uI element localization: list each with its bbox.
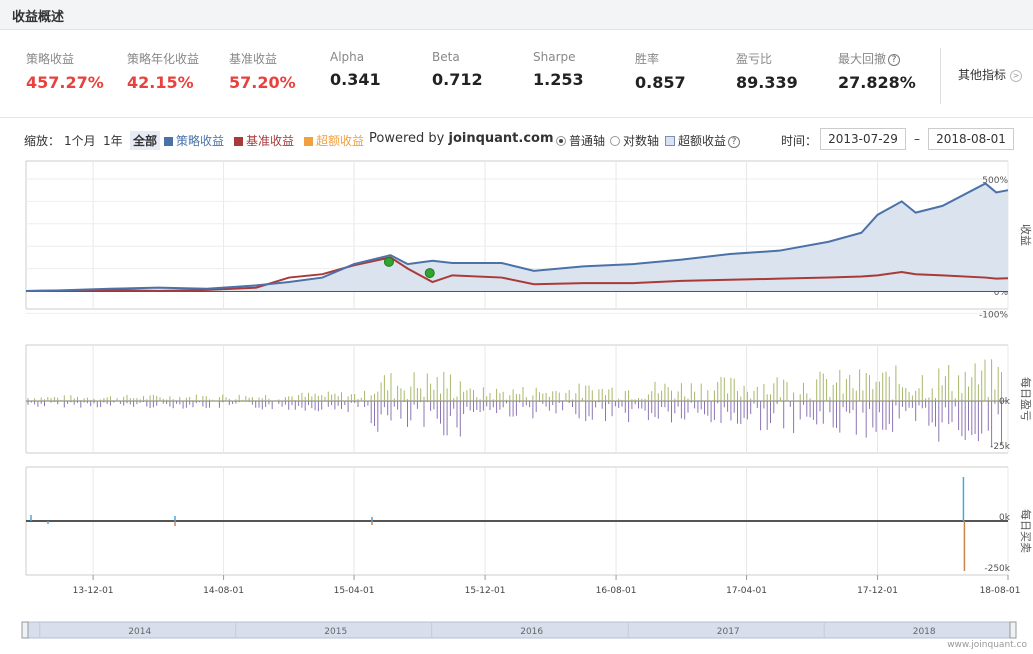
zoom-1y-button[interactable]: 1年 (103, 134, 123, 148)
xaxis-tick-label: 15-12-01 (465, 586, 506, 596)
stat-label: 胜率 (635, 52, 660, 66)
radio-selected-icon (556, 136, 566, 146)
axis-log-radio[interactable]: 对数轴 (610, 132, 659, 149)
xaxis-tick-label: 13-12-01 (73, 586, 114, 596)
excess-toggle-label: 超额收益 (678, 134, 727, 148)
xaxis-tick-label: 17-04-01 (726, 586, 767, 596)
returns-ytick-label: 500% (982, 176, 1008, 186)
xaxis-tick-label: 14-08-01 (203, 586, 244, 596)
stat-label: Beta (432, 50, 460, 64)
legend-excess[interactable]: 超额收益 (304, 132, 364, 149)
checkbox-icon (665, 136, 675, 146)
xaxis-tick-label: 18-08-01 (980, 586, 1021, 596)
navigator-right-handle (1009, 621, 1017, 639)
other-metrics-button[interactable]: 其他指标 > (958, 66, 1023, 83)
strategy-line (25, 182, 1009, 292)
other-metrics-label: 其他指标 (958, 68, 1007, 82)
radio-icon (610, 136, 620, 146)
stat-label: 最大回撤? (838, 50, 916, 67)
stat-value: 457.27% (26, 73, 104, 92)
trades-ytick-label: 0k (999, 513, 1011, 523)
trades-ytick-label: -250k (984, 564, 1010, 574)
legend-benchmark-label: 基准收益 (246, 134, 295, 148)
powered-by: Powered by joinquant.com (369, 131, 554, 146)
stat-label: Sharpe (533, 50, 576, 64)
trade-marker (383, 256, 394, 267)
help-icon: ? (728, 135, 741, 148)
returns-ylabel: 收益 (1019, 224, 1033, 246)
stat-4: Beta 0.712 (432, 50, 483, 89)
xaxis-tick-label: 15-04-01 (334, 586, 375, 596)
zoom-1m-button[interactable]: 1个月 (64, 134, 96, 148)
xaxis-tick-label: 16-08-01 (596, 586, 637, 596)
legend-excess-label: 超额收益 (316, 134, 365, 148)
navigator-left-handle (21, 621, 29, 639)
navigator-year-label: 2016 (520, 627, 543, 637)
trades-ylabel: 每日买卖 (1019, 509, 1033, 553)
stat-value: 0.712 (432, 70, 483, 89)
stat-value: 27.828% (838, 73, 916, 92)
legend-benchmark-swatch (234, 137, 243, 146)
footer-watermark: www.joinquant.co (947, 640, 1027, 650)
zoom-label: 缩放： (24, 134, 61, 148)
stat-label: 盈亏比 (736, 52, 773, 66)
stat-label: 策略年化收益 (127, 52, 200, 66)
navigator-year-label: 2014 (128, 627, 151, 637)
help-icon[interactable]: ? (888, 53, 901, 66)
stat-2: 基准收益 57.20% (229, 50, 296, 92)
stat-value: 89.339 (736, 73, 798, 92)
stat-value: 42.15% (127, 73, 194, 92)
performance-chart: 500%400%300%200%100%0%-100%收益0k-25k每日盈亏0… (21, 160, 1033, 639)
navigator-year-label: 2018 (913, 627, 936, 637)
returns-ytick-label: 0% (994, 288, 1009, 298)
xaxis-tick-label: 17-12-01 (857, 586, 898, 596)
pnl-ytick-label: -25k (990, 442, 1011, 452)
stat-6: 胜率 0.857 (635, 50, 686, 92)
stat-label: 策略收益 (26, 52, 75, 66)
stat-value: 1.253 (533, 70, 584, 89)
stat-8: 最大回撤? 27.828% (838, 50, 916, 92)
stat-value: 0.857 (635, 73, 686, 92)
stat-label: Alpha (330, 50, 365, 64)
benchmark-line (25, 256, 1009, 293)
navigator-year-label: 2015 (324, 627, 347, 637)
legend-strategy-swatch (164, 137, 173, 146)
powered-by-text: Powered by (369, 131, 445, 146)
legend-benchmark[interactable]: 基准收益 (234, 132, 294, 149)
stat-5: Sharpe 1.253 (533, 50, 584, 89)
excess-toggle[interactable]: 超额收益? (665, 132, 741, 149)
stat-3: Alpha 0.341 (330, 50, 381, 89)
stat-value: 57.20% (229, 73, 296, 92)
axis-normal-radio[interactable]: 普通轴 (556, 132, 605, 149)
chart-toolbar: 缩放： 1个月 1年 全部 策略收益 基准收益 超额收益 Powered by … (0, 124, 1033, 154)
date-separator: – (914, 132, 920, 146)
powered-by-site: joinquant.com (448, 131, 554, 146)
time-label: 时间： (781, 134, 818, 148)
summary-title: 收益概述 (12, 10, 65, 25)
navigator-bar (21, 621, 1017, 639)
stat-7: 盈亏比 89.339 (736, 50, 798, 92)
strategy-area (26, 183, 1008, 291)
pnl-ytick-label: 0k (999, 397, 1011, 407)
legend-excess-swatch (304, 137, 313, 146)
trade-marker (424, 268, 435, 279)
axis-normal-label: 普通轴 (569, 134, 606, 148)
stat-1: 策略年化收益 42.15% (127, 50, 199, 92)
legend-strategy[interactable]: 策略收益 (164, 132, 224, 149)
start-date-input[interactable]: 2013-07-29 (820, 128, 906, 150)
legend-strategy-label: 策略收益 (176, 134, 225, 148)
stats-divider (940, 48, 941, 104)
navigator-year-label: 2017 (717, 627, 740, 637)
returns-ytick-label: -100% (979, 310, 1008, 320)
summary-header: 收益概述 (0, 0, 1033, 30)
chevron-right-icon: > (1010, 69, 1023, 82)
stat-label: 基准收益 (229, 52, 278, 66)
stat-value: 0.341 (330, 70, 381, 89)
end-date-input[interactable]: 2018-08-01 (928, 128, 1014, 150)
zoom-all-button[interactable]: 全部 (130, 131, 161, 150)
stat-0: 策略收益 457.27% (26, 50, 104, 92)
axis-log-label: 对数轴 (623, 134, 660, 148)
stats-panel: 策略收益 457.27% 策略年化收益 42.15% 基准收益 57.20% Alpha 0.… (0, 30, 1033, 118)
pnl-ylabel: 每日盈亏 (1019, 377, 1033, 421)
